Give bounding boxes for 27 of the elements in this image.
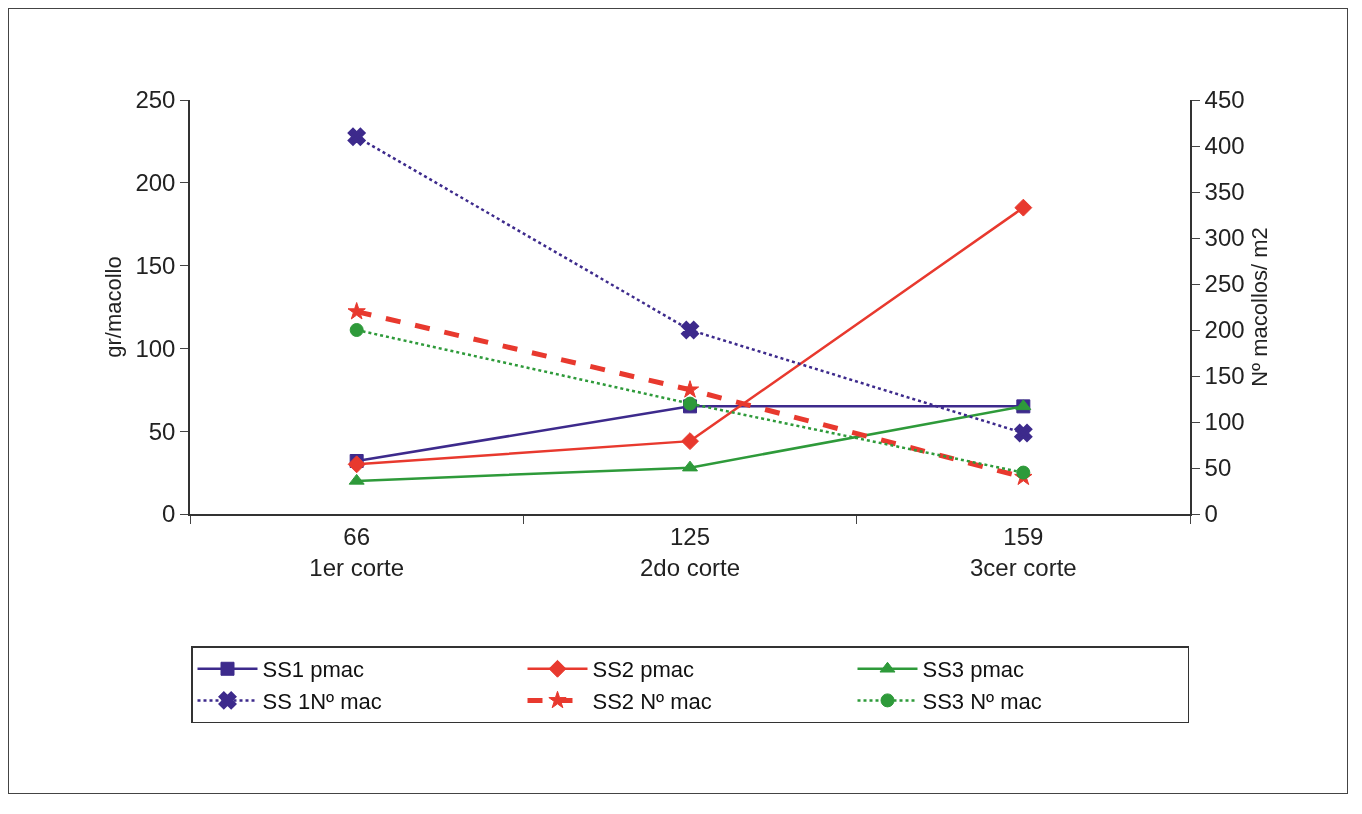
y-tick-label: 200 bbox=[135, 169, 176, 197]
y-tick-label: 250 bbox=[135, 86, 176, 114]
y2-axis-title: Nº macollos/ m2 bbox=[1247, 227, 1272, 387]
y-tick-label: 50 bbox=[148, 417, 176, 445]
legend-label: SS2 Nº mac bbox=[592, 688, 712, 714]
legend-label: SS2 pmac bbox=[592, 657, 694, 683]
y2-tick-label: 150 bbox=[1204, 362, 1245, 390]
y2-tick-label: 100 bbox=[1204, 408, 1245, 436]
y2-tick-label: 250 bbox=[1204, 270, 1245, 298]
y-tick-label: 0 bbox=[162, 500, 176, 528]
y2-tick-label: 450 bbox=[1204, 86, 1245, 114]
x-tick-label: 159 3cer corte bbox=[969, 522, 1077, 581]
y2-tick-label: 50 bbox=[1204, 454, 1232, 482]
y2-tick-label: 400 bbox=[1204, 132, 1245, 160]
legend-label: SS1 pmac bbox=[262, 657, 364, 683]
y2-tick-label: 300 bbox=[1204, 224, 1245, 252]
x-tick-label: 125 2do corte bbox=[639, 522, 741, 581]
legend-label: SS3 Nº mac bbox=[922, 688, 1042, 714]
y2-tick-label: 350 bbox=[1204, 178, 1245, 206]
legend-label: SS3 pmac bbox=[922, 657, 1024, 683]
x-tick-label: 66 1er corte bbox=[309, 522, 405, 581]
y-tick-label: 150 bbox=[135, 252, 176, 279]
y2-tick-label: 0 bbox=[1204, 500, 1218, 528]
y-tick-label: 100 bbox=[135, 334, 176, 362]
legend-label: SS 1Nº mac bbox=[262, 688, 382, 714]
y-axis-title: gr/macollo bbox=[100, 256, 126, 358]
y2-tick-label: 200 bbox=[1204, 316, 1245, 344]
